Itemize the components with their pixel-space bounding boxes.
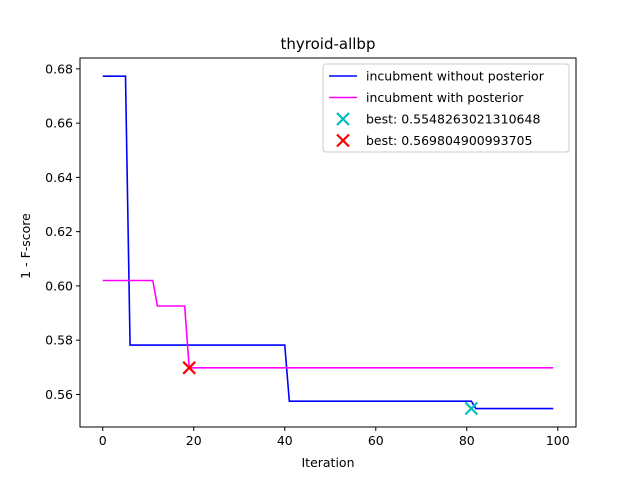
- axes-layer: 0 20 40 60 80 100 0.56 0.58 0.60 0.62 0.64 0.66 0.68: [45, 57, 577, 448]
- series-line-1: [102, 75, 554, 410]
- x-axis-label: Iteration: [301, 455, 354, 470]
- y-tick-label: 0.58: [45, 333, 73, 348]
- legend-box: [322, 63, 570, 153]
- best-marker-2: [182, 361, 196, 375]
- legend-swatch-marker-2: [336, 133, 350, 148]
- y-tick-label: 0.66: [45, 116, 73, 131]
- best-marker-1: [464, 401, 479, 416]
- legend: incubment without posterior incubment wit…: [322, 63, 570, 153]
- plot-layer: [102, 75, 554, 416]
- x-tick-label: 0: [99, 433, 107, 448]
- legend-swatch-marker-2-stroke-b: [336, 133, 350, 148]
- legend-label-series-1: incubment without posterior: [366, 69, 545, 84]
- y-tick-label: 0.56: [45, 387, 73, 402]
- legend-label-marker-2: best: 0.569804900993705: [366, 133, 532, 148]
- y-tick-label: 0.68: [45, 61, 73, 76]
- legend-label-marker-1: best: 0.5548263021310648: [366, 112, 540, 127]
- x-tick-label: 60: [368, 433, 384, 448]
- plot-frame: [79, 57, 577, 428]
- y-tick-label: 0.64: [45, 170, 73, 185]
- x-tick-label: 20: [186, 433, 202, 448]
- legend-swatch-marker-1-stroke-b: [336, 112, 350, 126]
- x-tick-label: 40: [277, 433, 293, 448]
- y-tick-label: 0.60: [45, 278, 73, 293]
- legend-swatch-marker-1: [336, 112, 350, 126]
- y-axis-label: 1 - F-score: [18, 213, 33, 279]
- x-tick-label: 100: [546, 433, 570, 448]
- best-marker-1-stroke-b: [464, 401, 479, 416]
- y-tick-label: 0.62: [45, 224, 73, 239]
- series-line-2: [102, 279, 554, 369]
- x-tick-label: 80: [459, 433, 475, 448]
- best-marker-2-stroke-b: [182, 361, 196, 375]
- legend-label-series-2: incubment with posterior: [366, 90, 524, 105]
- chart-title: thyroid-allbp: [281, 35, 376, 53]
